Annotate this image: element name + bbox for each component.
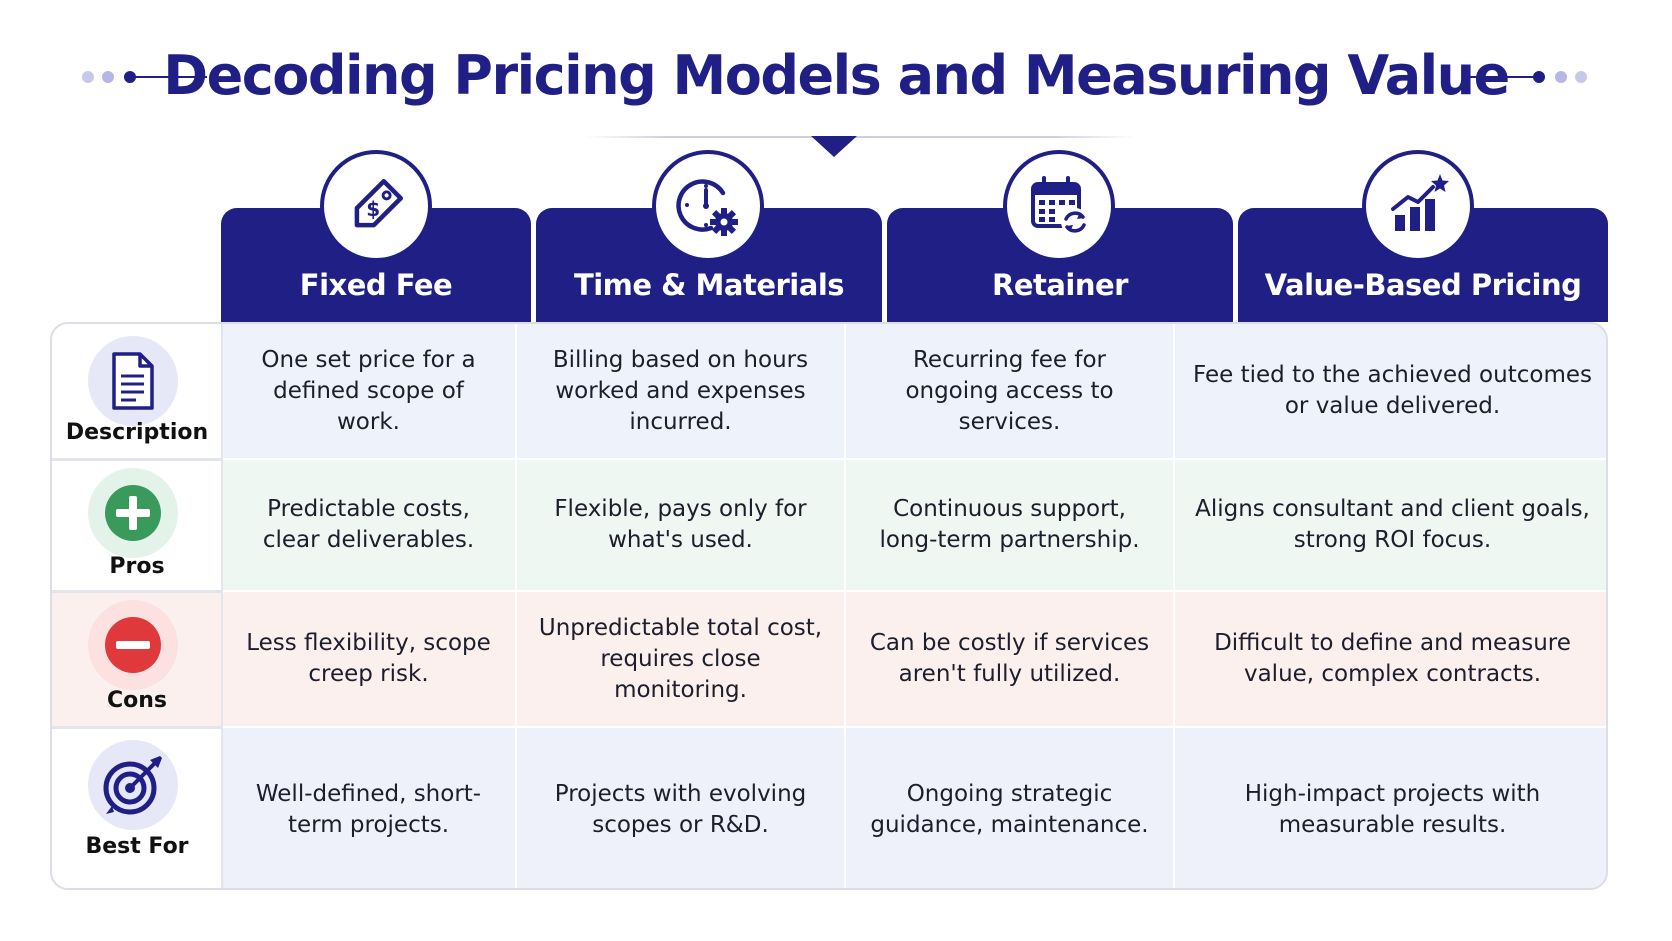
row-header-best-for: Best For bbox=[52, 728, 222, 888]
row-divider bbox=[52, 458, 222, 461]
cell-description-value-based: Fee tied to the achieved outcomes or val… bbox=[1175, 324, 1606, 458]
target-icon bbox=[88, 740, 178, 830]
column-divider bbox=[221, 324, 223, 888]
cell-description-retainer: Recurring fee for ongoing access to serv… bbox=[846, 324, 1173, 458]
column-label: Fixed Fee bbox=[299, 268, 453, 302]
pricing-table: Description One set price for a defined … bbox=[50, 322, 1608, 890]
title-decoration-right bbox=[1465, 71, 1590, 83]
calendar-refresh-icon bbox=[1003, 150, 1115, 262]
column-header-value-based: Value-Based Pricing bbox=[1238, 208, 1608, 322]
minus-icon bbox=[88, 600, 178, 690]
cell-best-for-retainer: Ongoing strategic guidance, maintenance. bbox=[846, 728, 1173, 888]
row-label: Cons bbox=[106, 688, 168, 713]
page-title: Decoding Pricing Models and Measuring Va… bbox=[163, 44, 1510, 107]
clock-gear-icon bbox=[652, 150, 764, 262]
table-row-pros: Pros Predictable costs, clear deliverabl… bbox=[52, 460, 1606, 590]
cell-cons-value-based: Difficult to define and measure value, c… bbox=[1175, 592, 1606, 726]
title-divider bbox=[585, 136, 1135, 138]
growth-chart-icon bbox=[1362, 150, 1474, 262]
cell-description-time-materials: Billing based on hours worked and expens… bbox=[517, 324, 844, 458]
cell-cons-fixed-fee: Less flexibility, scope creep risk. bbox=[222, 592, 515, 726]
cell-description-fixed-fee: One set price for a defined scope of wor… bbox=[222, 324, 515, 458]
cell-cons-retainer: Can be costly if services aren't fully u… bbox=[846, 592, 1173, 726]
cell-pros-time-materials: Flexible, pays only for what's used. bbox=[517, 460, 844, 590]
cell-best-for-time-materials: Projects with evolving scopes or R&D. bbox=[517, 728, 844, 888]
svg-text:$: $ bbox=[366, 197, 380, 221]
title-decoration-left bbox=[82, 71, 207, 83]
document-icon bbox=[88, 336, 178, 426]
row-divider bbox=[52, 590, 222, 593]
cell-pros-value-based: Aligns consultant and client goals, stro… bbox=[1175, 460, 1606, 590]
row-label: Best For bbox=[85, 834, 189, 859]
cell-best-for-value-based: High-impact projects with measurable res… bbox=[1175, 728, 1606, 888]
column-label: Time & Materials bbox=[573, 268, 845, 302]
cell-cons-time-materials: Unpredictable total cost, requires close… bbox=[517, 592, 844, 726]
row-header-cons: Cons bbox=[52, 592, 222, 726]
row-header-description: Description bbox=[52, 324, 222, 458]
cell-pros-fixed-fee: Predictable costs, clear deliverables. bbox=[222, 460, 515, 590]
divider-pointer bbox=[811, 136, 857, 157]
column-label: Retainer bbox=[992, 268, 1129, 302]
table-row-description: Description One set price for a defined … bbox=[52, 324, 1606, 458]
table-row-best-for: Best For Well-defined, short-term projec… bbox=[52, 728, 1606, 888]
cell-pros-retainer: Continuous support, long-term partnershi… bbox=[846, 460, 1173, 590]
plus-icon bbox=[88, 468, 178, 558]
row-header-pros: Pros bbox=[52, 460, 222, 590]
row-divider bbox=[52, 726, 222, 729]
column-label: Value-Based Pricing bbox=[1264, 268, 1582, 302]
price-tag-icon: $ bbox=[320, 150, 432, 262]
row-label: Description bbox=[65, 420, 209, 445]
cell-best-for-fixed-fee: Well-defined, short-term projects. bbox=[222, 728, 515, 888]
column-header-time-materials: Time & Materials bbox=[536, 208, 882, 322]
table-row-cons: Cons Less flexibility, scope creep risk.… bbox=[52, 592, 1606, 726]
row-label: Pros bbox=[109, 554, 165, 579]
